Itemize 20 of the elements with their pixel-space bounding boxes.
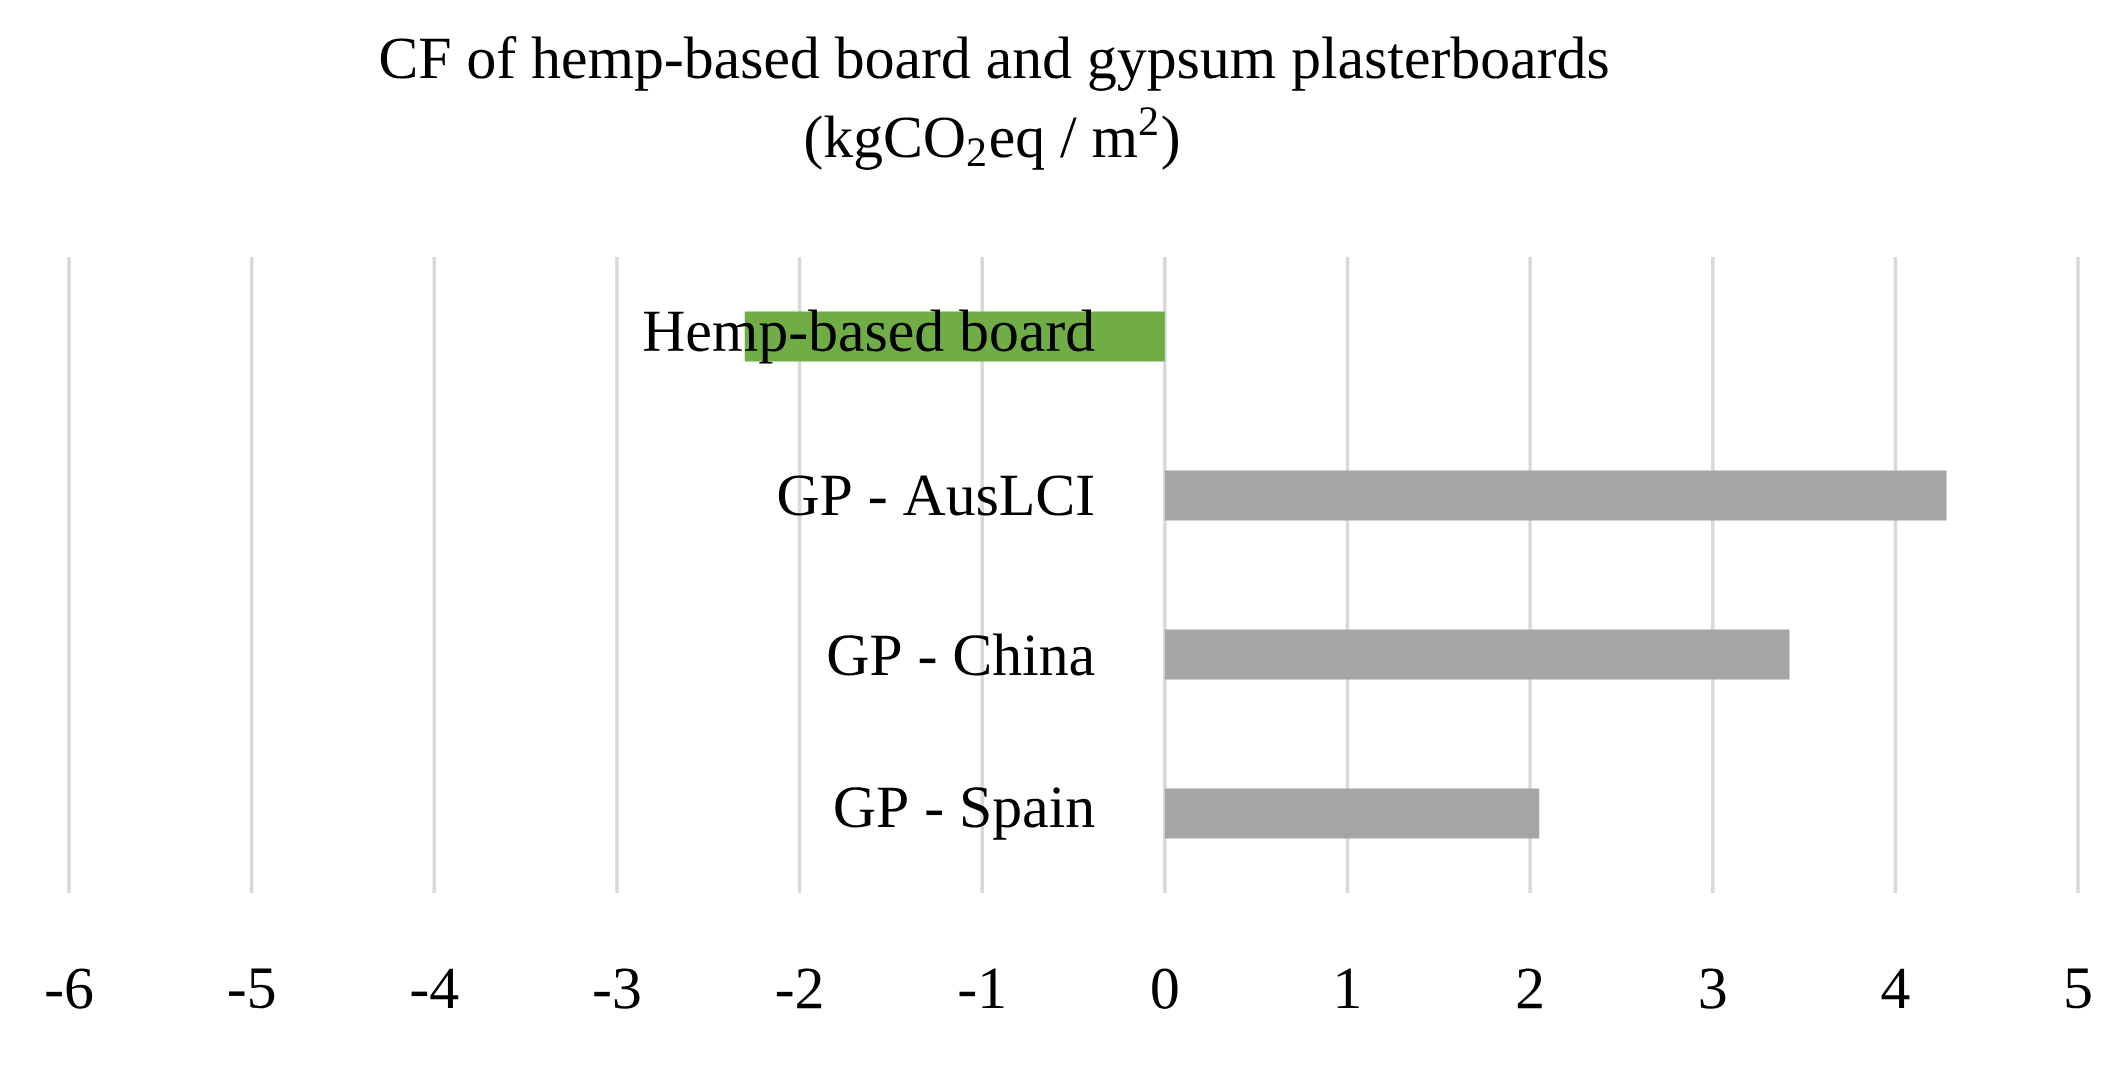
bar (1164, 470, 1947, 521)
chart-title: CF of hemp-based board and gypsum plasterboards (380, 35, 1608, 91)
x-tick-label: 0 (1152, 968, 1178, 1009)
y-tick-label: GP - AusLCI (778, 475, 1094, 516)
x-tick-label: 2 (1517, 968, 1542, 1009)
x-tick-label: 1 (1337, 968, 1359, 1009)
chart-subtitle: (kgCO$_{2}$eq / m$^{2}$) (806, 107, 1178, 170)
bar (1164, 788, 1540, 839)
x-tick-label: -2 (776, 968, 822, 1009)
y-tick-label: GP - Spain (835, 787, 1095, 840)
x-tick-label: 5 (2066, 968, 2091, 1009)
bar (1164, 629, 1790, 680)
x-tick-label: -1 (959, 968, 1004, 1009)
x-tick-label: -3 (594, 968, 640, 1009)
x-tick-label: -5 (228, 968, 275, 1009)
x-tick-label: 3 (1700, 968, 1726, 1009)
x-tick-label: 4 (1881, 968, 1910, 1008)
x-tick-label: -6 (46, 968, 93, 1009)
x-tick-label: -4 (411, 968, 459, 1008)
y-tick-label: GP - China (828, 633, 1095, 676)
